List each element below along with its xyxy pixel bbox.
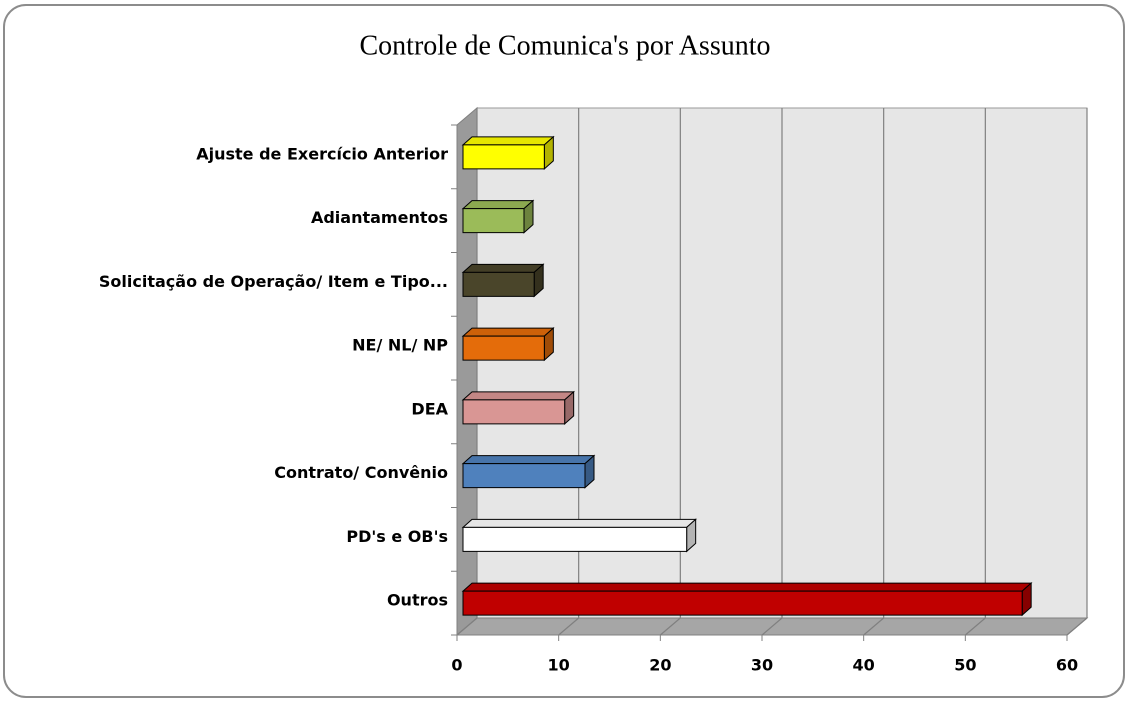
bar-top [461,263,545,273]
bar [461,454,596,489]
x-tick-label: 60 [1056,656,1078,675]
bar-top [461,455,596,465]
x-tick-label: 20 [649,656,671,675]
bar [461,199,535,234]
y-tick-label: Outros [387,591,448,610]
bar [461,518,697,553]
floor-grid-line [1066,617,1088,636]
bar [461,390,575,425]
bar-front [462,335,545,361]
bar-top [461,136,555,146]
x-tick-label: 0 [451,656,462,675]
bar-front [462,144,545,170]
floor-grid-line [456,617,478,636]
floor-grid-line [659,617,681,636]
x-tick-label: 50 [954,656,976,675]
side-wall [456,106,478,637]
bar-top [461,327,555,337]
bar-front [462,208,525,234]
bar-front [462,526,688,552]
y-tick-label: PD's e OB's [346,527,448,546]
floor-grid-line [761,617,783,636]
x-tick-label: 10 [548,656,570,675]
bar [461,263,545,298]
floor-grid-line [964,617,986,636]
bar-top [461,582,1033,592]
bar-top [461,200,535,210]
y-tick-label: Solicitação de Operação/ Item e Tipo... [99,272,448,291]
bar-top [461,518,697,528]
x-tick-label: 30 [751,656,773,675]
bar-front [462,271,535,297]
bar [461,327,555,362]
y-tick-label: Ajuste de Exercício Anterior [196,144,448,163]
bar-front [462,590,1023,616]
floor-grid-line [558,617,580,636]
y-tick-label: NE/ NL/ NP [352,336,448,355]
bar-front [462,399,566,425]
bar [461,135,555,170]
bar-top [461,391,575,401]
x-tick-label: 40 [853,656,875,675]
chart-title: Controle de Comunica's por Assunto [359,30,770,61]
y-tick-label: Contrato/ Convênio [274,463,448,482]
bar [461,582,1033,617]
y-tick-label: Adiantamentos [311,208,448,227]
plot-area: 0 10 20 30 40 50 60 Ajuste de Exercício Anterio… [99,106,1089,675]
floor-grid-line [863,617,885,636]
bar-front [462,463,586,489]
y-tick-label: DEA [411,399,448,418]
